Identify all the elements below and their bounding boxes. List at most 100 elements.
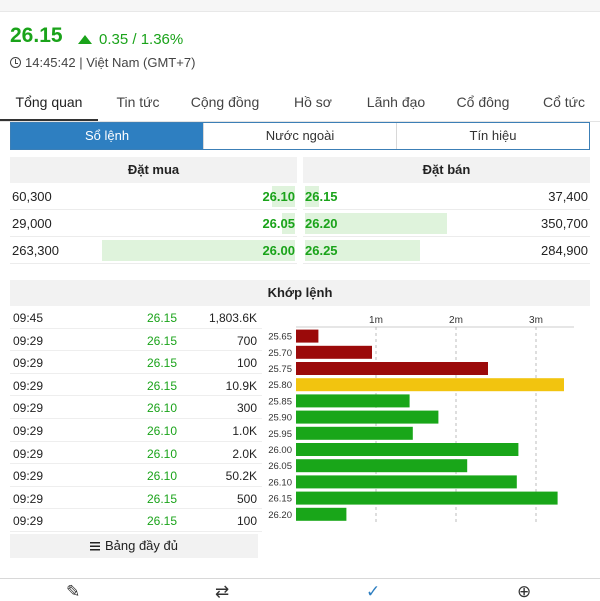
tab-lanh-dao[interactable]: Lãnh đạo xyxy=(366,94,426,110)
tab-cong-dong[interactable]: Cộng đồng xyxy=(190,94,260,110)
order-book-header: Đặt mua Đặt bán xyxy=(10,157,590,183)
x-tick-label: 3m xyxy=(529,315,543,326)
price-change-text: 0.35 / 1.36% xyxy=(99,31,184,48)
sell-volume: 350,700 xyxy=(541,216,588,231)
trade-volume: 500 xyxy=(236,491,257,506)
trade-price: 26.10 xyxy=(147,401,178,416)
trade-volume: 10.9K xyxy=(225,378,257,393)
sell-depth-bar xyxy=(305,186,320,207)
timestamp-text: 14:45:42 | Việt Nam (GMT+7) xyxy=(25,55,196,70)
matched-orders-list: 09:45 26.15 1,803.6K 09:29 26.15 700 09:29 26… xyxy=(10,306,262,532)
y-tick-label: 26.10 xyxy=(268,477,292,488)
sell-row: 26.20 350,700 xyxy=(303,210,590,237)
trade-time: 09:29 xyxy=(13,333,44,348)
volume-bar xyxy=(296,345,372,359)
trade-time: 09:45 xyxy=(13,311,44,325)
trade-row: 09:29 26.10 50.2K xyxy=(10,464,262,487)
swap-icon[interactable]: ⇄ xyxy=(215,582,230,601)
full-table-label: Bảng đầy đủ xyxy=(104,538,178,553)
trade-price: 26.10 xyxy=(147,423,178,438)
trade-price: 26.10 xyxy=(147,446,178,461)
volume-bar xyxy=(296,394,410,408)
segment-so-lenh[interactable]: Sổ lệnh xyxy=(11,123,203,149)
sell-depth-bar xyxy=(305,240,420,261)
trade-row: 09:29 26.15 700 xyxy=(10,329,262,352)
buy-depth-bar xyxy=(271,186,295,207)
matched-orders-header: Khớp lệnh xyxy=(10,280,590,306)
trade-row: 09:29 26.15 500 xyxy=(10,487,262,510)
y-tick-label: 25.95 xyxy=(268,429,292,440)
buy-volume: 60,300 xyxy=(12,189,52,204)
trade-time: 09:29 xyxy=(13,423,44,438)
sell-row: 26.25 284,900 xyxy=(303,237,590,264)
tab-tin-tuc[interactable]: Tin tức xyxy=(116,94,160,110)
trade-price: 26.15 xyxy=(147,491,178,506)
trade-volume: 100 xyxy=(236,356,257,371)
tab-tong-quan[interactable]: Tổng quan xyxy=(0,82,98,121)
segment-nuoc-ngoai[interactable]: Nước ngoài xyxy=(203,123,396,149)
x-tick-label: 2m xyxy=(449,315,463,326)
trade-volume: 50.2K xyxy=(225,469,257,484)
volume-by-price-chart: 1m 2m 3m 25.65 25.70 25.75 25.80 25.85 25.90 25.9… xyxy=(268,315,574,523)
volume-bar xyxy=(296,491,558,505)
tab-ho-so[interactable]: Hồ sơ xyxy=(294,94,332,110)
trade-price: 26.10 xyxy=(147,469,178,484)
trade-row: 09:29 26.10 2.0K xyxy=(10,442,262,465)
top-strip xyxy=(0,0,600,12)
trade-price: 26.15 xyxy=(147,311,178,325)
buy-depth-bar xyxy=(282,213,295,234)
buy-price: 26.05 xyxy=(262,216,295,231)
pencil-icon[interactable]: ✎ xyxy=(66,582,81,601)
current-price: 26.15 xyxy=(10,24,63,47)
buy-side: 60,300 26.10 29,000 26.05 263,300 26.00 xyxy=(10,183,297,264)
trade-price: 26.15 xyxy=(147,514,178,529)
tab-co-tuc[interactable]: Cổ tức xyxy=(542,94,586,110)
trade-row: 09:29 26.15 100 xyxy=(10,351,262,374)
volume-bar xyxy=(296,426,413,440)
sell-price: 26.20 xyxy=(305,216,338,231)
y-tick-label: 26.05 xyxy=(268,461,292,472)
trade-price: 26.15 xyxy=(147,356,178,371)
bottom-toolbar: ✎ ⇄ ✓ ⊕ xyxy=(0,578,600,601)
full-table-button[interactable]: Bảng đầy đủ xyxy=(10,534,258,558)
y-tick-label: 25.80 xyxy=(268,380,292,391)
sell-header: Đặt bán xyxy=(303,157,590,183)
sell-volume: 37,400 xyxy=(548,189,588,204)
add-note-icon[interactable]: ⊕ xyxy=(517,582,532,601)
buy-row: 263,300 26.00 xyxy=(10,237,297,264)
buy-header: Đặt mua xyxy=(10,157,297,183)
y-tick-label: 26.15 xyxy=(268,494,292,505)
tab-co-dong[interactable]: Cổ đông xyxy=(456,94,510,110)
trade-volume: 1,803.6K xyxy=(208,311,257,325)
volume-bar xyxy=(296,378,564,392)
order-book: Đặt mua Đặt bán 60,300 26.10 29,000 26.0… xyxy=(10,157,590,264)
y-tick-label: 25.75 xyxy=(268,364,292,375)
sell-depth-bar xyxy=(305,213,447,234)
x-tick-label: 1m xyxy=(369,315,383,326)
volume-bar xyxy=(296,362,488,375)
volume-bar xyxy=(296,507,347,521)
segment-tin-hieu[interactable]: Tín hiệu xyxy=(396,123,589,149)
buy-price: 26.00 xyxy=(262,243,295,258)
sell-row: 26.15 37,400 xyxy=(303,183,590,210)
check-icon[interactable]: ✓ xyxy=(366,582,381,601)
sell-price: 26.15 xyxy=(305,189,338,204)
trade-time: 09:29 xyxy=(13,514,44,529)
up-arrow-icon xyxy=(78,35,92,44)
y-tick-label: 25.90 xyxy=(268,413,292,424)
trade-time: 09:29 xyxy=(13,378,44,393)
trade-volume: 1.0K xyxy=(232,423,257,438)
buy-depth-bar xyxy=(101,240,295,261)
y-tick-label: 26.00 xyxy=(268,445,292,456)
list-icon xyxy=(89,542,100,551)
volume-bar xyxy=(296,475,517,489)
trade-row: 09:29 26.15 100 xyxy=(10,509,262,532)
trade-time: 09:29 xyxy=(13,446,44,461)
trade-price: 26.15 xyxy=(147,333,178,348)
volume-bar xyxy=(296,443,519,456)
sell-volume: 284,900 xyxy=(541,243,588,258)
sell-price: 26.25 xyxy=(305,243,338,258)
orderbook-segment-control: Sổ lệnh Nước ngoài Tín hiệu xyxy=(10,122,590,150)
trade-row: 09:29 26.10 300 xyxy=(10,396,262,419)
y-tick-label: 25.85 xyxy=(268,396,292,407)
